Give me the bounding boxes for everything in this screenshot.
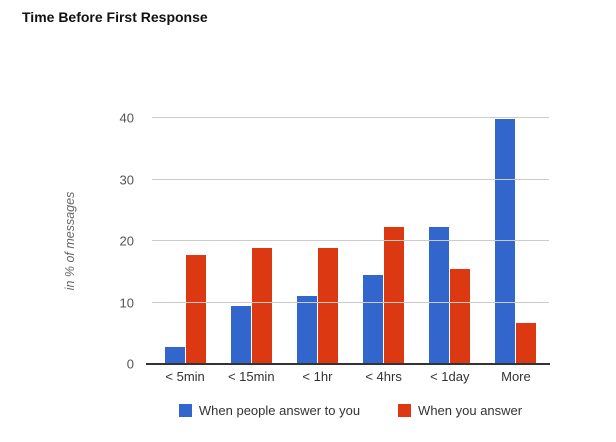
plot-area [152,117,549,364]
bar-groups [152,118,549,364]
bar-group [152,118,218,364]
legend-label: When you answer [418,403,523,418]
gridline [152,240,549,241]
x-axis-labels: < 5min < 15min < 1hr < 4hrs < 1day More [152,369,549,384]
bar[interactable] [230,306,251,364]
bar[interactable] [429,227,450,364]
y-axis-tick-label: 20 [119,233,134,249]
x-axis-label: < 1hr [302,369,333,384]
bar-group [483,118,549,364]
legend: When people answer to you When you answer [152,403,549,418]
y-axis-labels: 0 10 20 30 40 [94,111,134,372]
chart-title: Time Before First Response [22,9,208,25]
x-axis-line [146,363,550,365]
y-axis-tick-label: 10 [119,295,134,310]
bar[interactable] [164,346,185,364]
bar[interactable] [363,274,384,364]
y-axis-tick-label: 0 [126,356,134,372]
bar[interactable] [296,296,317,364]
legend-item[interactable]: When people answer to you [178,403,361,418]
bar-group [284,118,350,364]
y-axis-tick-label: 40 [119,110,134,126]
gridline [152,117,549,118]
legend-swatch [398,404,412,417]
bar[interactable] [185,255,206,364]
bar-group [351,118,417,364]
x-axis-label: < 5min [165,369,205,384]
bar[interactable] [251,248,272,364]
bar[interactable] [450,268,471,364]
bar[interactable] [384,227,405,364]
legend-swatch [178,404,192,417]
x-axis-label: < 15min [227,369,275,384]
x-axis-label: < 1day [430,369,470,384]
y-axis-tick-label: 30 [119,172,134,187]
legend-item[interactable]: When you answer [398,403,522,418]
x-axis-label: More [501,369,531,384]
gridline [152,178,549,180]
x-axis-label: < 4hrs [365,369,402,384]
bar[interactable] [495,119,516,364]
legend-label: When people answer to you [198,403,361,418]
bar[interactable] [516,323,537,364]
bar[interactable] [317,248,338,364]
bar-group [417,118,483,364]
gridline [152,301,549,303]
y-axis-title: in % of messages [63,191,77,291]
bar-group [218,118,284,364]
